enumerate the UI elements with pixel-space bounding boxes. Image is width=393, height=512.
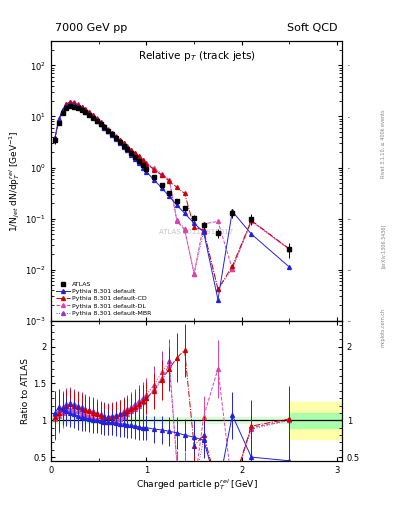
- Text: [arXiv:1306.3436]: [arXiv:1306.3436]: [381, 224, 386, 268]
- Y-axis label: 1/N$_{jet}$ dN/dp$_T^{rel}$ [GeV$^{-1}$]: 1/N$_{jet}$ dN/dp$_T^{rel}$ [GeV$^{-1}$]: [8, 130, 22, 232]
- Text: mcplots.cern.ch: mcplots.cern.ch: [381, 308, 386, 347]
- Text: ATLAS 2011_I919017: ATLAS 2011_I919017: [160, 228, 233, 234]
- Text: 7000 GeV pp: 7000 GeV pp: [55, 23, 127, 33]
- Y-axis label: Ratio to ATLAS: Ratio to ATLAS: [21, 358, 30, 424]
- Legend: ATLAS, Pythia 8.301 default, Pythia 8.301 default-CD, Pythia 8.301 default-DL, P: ATLAS, Pythia 8.301 default, Pythia 8.30…: [54, 280, 154, 318]
- Text: Rivet 3.1.10, ≥ 400k events: Rivet 3.1.10, ≥ 400k events: [381, 109, 386, 178]
- Text: Relative p$_T$ (track jets): Relative p$_T$ (track jets): [138, 49, 255, 63]
- X-axis label: Charged particle p$_T^{rel}$ [GeV]: Charged particle p$_T^{rel}$ [GeV]: [136, 477, 257, 493]
- Text: Soft QCD: Soft QCD: [288, 23, 338, 33]
